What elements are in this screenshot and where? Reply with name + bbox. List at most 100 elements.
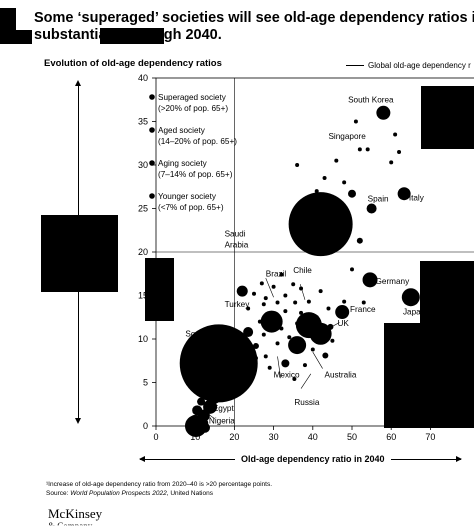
- legend-marker: [149, 94, 155, 100]
- source-prefix: Source:: [46, 490, 71, 497]
- data-point: [242, 369, 247, 374]
- x-tick-label: 40: [308, 432, 318, 442]
- data-point: [302, 363, 307, 368]
- data-point: [288, 192, 353, 257]
- country-label: Egypt: [213, 404, 235, 413]
- x-tick-label: 10: [190, 432, 200, 442]
- arrow-left-icon: [139, 456, 235, 463]
- y-tick-label: 5: [143, 378, 148, 388]
- leader-line: [312, 351, 323, 369]
- reference-line-label: Global old-age dependency r: [368, 61, 471, 70]
- y-tick-label: 25: [138, 204, 148, 214]
- legend-marker: [149, 127, 155, 133]
- country-label: Australia: [325, 370, 357, 379]
- legend-marker: [149, 193, 155, 199]
- footnote: ¹Increase of old-age dependency ratio fr…: [46, 480, 272, 498]
- data-point: [246, 306, 251, 311]
- redaction-block-bottom-right: [384, 323, 474, 428]
- country-label: Brazil: [266, 269, 287, 278]
- data-point: [200, 422, 210, 433]
- redaction-block-top-left: [0, 8, 16, 34]
- data-point: [309, 322, 332, 345]
- x-tick-label: 60: [386, 432, 396, 442]
- data-point: [263, 296, 268, 301]
- data-point: [322, 176, 327, 181]
- data-point: [283, 293, 288, 298]
- scatter-chart: 0 5 10 15 20 25 30 35 40 0 10 20 30 40 50 60 70 Superaged…: [138, 73, 474, 442]
- data-point: [288, 336, 307, 355]
- country-label: South Korea: [348, 95, 394, 104]
- x-tick-label: 0: [153, 432, 158, 442]
- leader-line: [212, 345, 219, 354]
- data-point: [261, 332, 266, 337]
- data-point: [353, 119, 358, 124]
- country-label: Chile: [293, 266, 312, 275]
- data-point: [348, 189, 356, 198]
- redaction-block-left: [41, 215, 118, 292]
- data-point: [366, 203, 377, 214]
- y-tick-label: 20: [138, 247, 148, 257]
- data-point: [401, 288, 420, 307]
- data-point: [306, 241, 311, 246]
- country-label: Africa: [185, 341, 206, 350]
- data-point: [397, 149, 402, 154]
- data-point: [234, 376, 239, 381]
- country-label: Arabia: [225, 241, 249, 250]
- data-point: [236, 285, 248, 297]
- leader-line: [277, 356, 281, 379]
- data-point: [283, 309, 288, 314]
- source-suffix: , United Nations: [166, 490, 213, 497]
- data-point: [263, 354, 268, 359]
- x-tick-label: 30: [269, 432, 279, 442]
- data-point: [322, 352, 329, 359]
- y-tick-label: 40: [138, 73, 148, 83]
- logo-line-1: McKinsey: [48, 506, 103, 521]
- data-point: [275, 341, 280, 346]
- data-point: [393, 132, 398, 137]
- logo-line-2: & Company: [48, 521, 93, 531]
- data-point: [184, 415, 207, 437]
- data-point: [291, 282, 296, 287]
- data-point: [197, 397, 206, 406]
- legend-label-detail: (>20% of pop. 65+): [158, 104, 228, 113]
- data-point: [196, 386, 201, 391]
- y-tick-label: 10: [138, 334, 148, 344]
- leader-line: [300, 373, 312, 389]
- data-point: [208, 382, 213, 387]
- data-point: [342, 299, 347, 304]
- data-point: [179, 324, 258, 403]
- data-point: [318, 289, 323, 294]
- data-point: [224, 371, 229, 376]
- data-point: [314, 189, 319, 194]
- redaction-block-right: [420, 261, 474, 325]
- data-point: [243, 327, 254, 338]
- redaction-block-top-right: [421, 86, 474, 149]
- reference-line-legend: Global old-age dependency r: [346, 61, 471, 70]
- country-label: Mexico: [274, 370, 300, 379]
- country-label: Singapore: [328, 132, 366, 141]
- data-point: [279, 326, 284, 331]
- x-tick-label: 50: [347, 432, 357, 442]
- data-point: [362, 272, 378, 288]
- data-point: [295, 163, 300, 167]
- data-point: [281, 359, 290, 368]
- data-point: [357, 147, 362, 152]
- data-point: [267, 365, 272, 370]
- data-point: [376, 105, 391, 120]
- redaction-block-title: [100, 28, 164, 44]
- data-point: [293, 300, 298, 305]
- legend-label-detail: (14–20% of pop. 65+): [158, 137, 237, 146]
- mckinsey-logo: McKinsey & Company: [48, 506, 103, 532]
- country-label: Turkey: [225, 300, 251, 309]
- y-tick-label: 35: [138, 117, 148, 127]
- data-point: [330, 338, 335, 343]
- x-axis-label-text: Old-age dependency ratio in 2040: [241, 454, 385, 464]
- data-point: [397, 187, 411, 201]
- y-tick-label: 15: [138, 291, 148, 301]
- country-label: Russia: [294, 398, 319, 407]
- legend-label: Superaged society: [158, 93, 227, 102]
- source-title: World Population Prospects 2022: [70, 490, 167, 497]
- x-tick-label: 20: [229, 432, 239, 442]
- data-point: [335, 305, 350, 320]
- footnote-text: Increase of old-age dependency ratio fro…: [48, 481, 273, 488]
